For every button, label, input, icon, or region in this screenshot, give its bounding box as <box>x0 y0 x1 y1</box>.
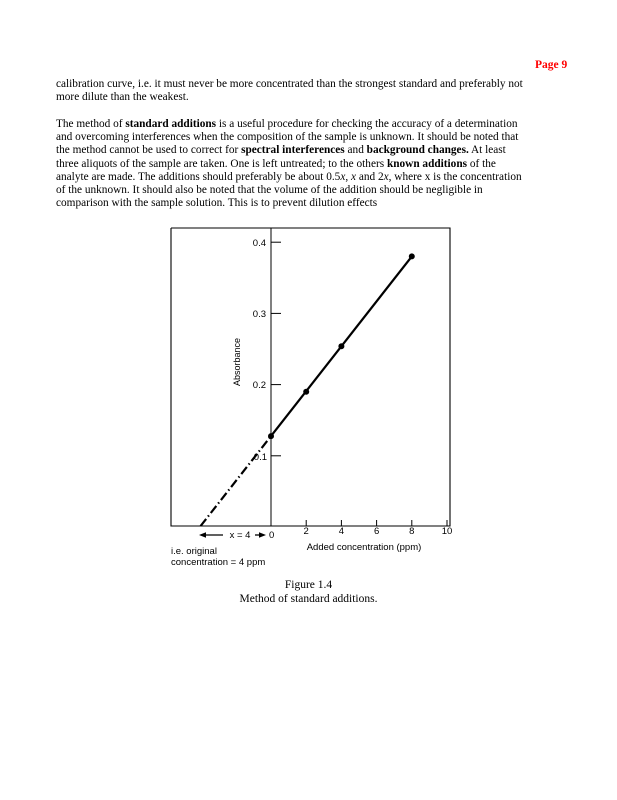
svg-text:10: 10 <box>442 526 453 537</box>
svg-text:Added concentration (ppm): Added concentration (ppm) <box>307 542 422 553</box>
svg-text:0.4: 0.4 <box>253 238 266 249</box>
svg-text:6: 6 <box>374 526 379 537</box>
svg-text:0: 0 <box>269 530 274 541</box>
svg-text:Absorbance: Absorbance <box>232 338 242 386</box>
svg-text:0.2: 0.2 <box>253 380 266 391</box>
svg-text:concentration = 4 ppm: concentration = 4 ppm <box>171 557 265 568</box>
svg-text:0.3: 0.3 <box>253 309 266 320</box>
svg-text:8: 8 <box>409 526 414 537</box>
svg-text:i.e. original: i.e. original <box>171 546 217 557</box>
svg-text:2: 2 <box>304 526 309 537</box>
svg-text:4: 4 <box>339 526 344 537</box>
svg-text:0.1: 0.1 <box>254 452 267 463</box>
svg-text:x = 4: x = 4 <box>230 530 251 541</box>
